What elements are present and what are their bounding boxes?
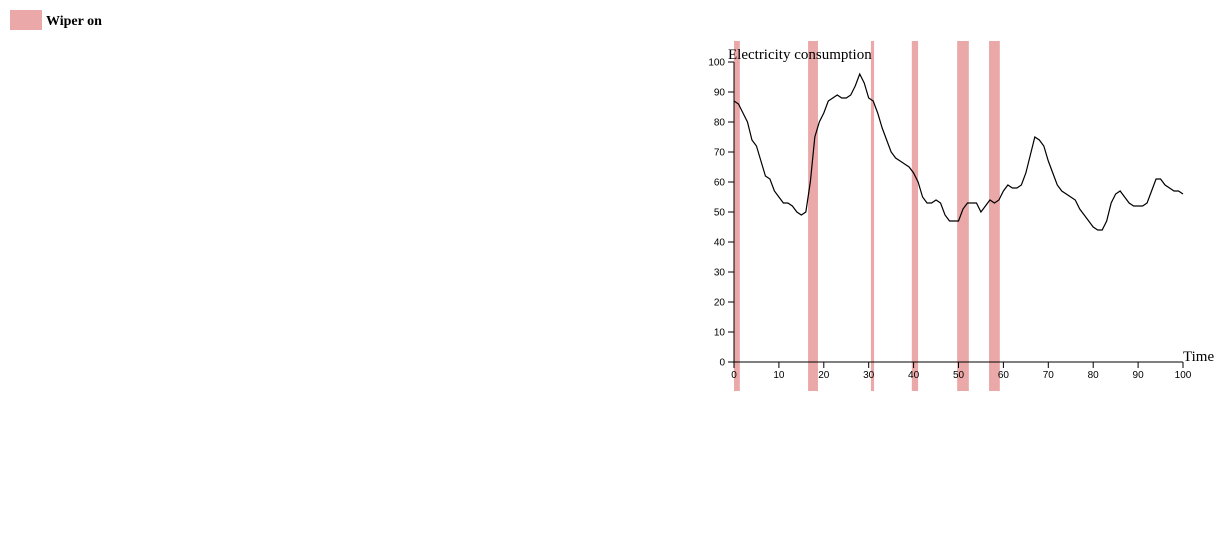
y-tick-label: 90	[714, 88, 726, 99]
y-tick-label: 70	[714, 148, 726, 159]
x-tick-label: 80	[1088, 370, 1100, 381]
wiper-band	[989, 41, 1000, 391]
x-tick-label: 10	[773, 370, 785, 381]
y-tick-label: 10	[714, 328, 726, 339]
y-tick-label: 0	[719, 358, 725, 369]
x-tick-label: 70	[1043, 370, 1055, 381]
x-tick-label: 50	[953, 370, 965, 381]
x-tick-label: 90	[1133, 370, 1145, 381]
y-tick-label: 60	[714, 178, 726, 189]
x-tick-label: 60	[998, 370, 1010, 381]
x-tick-label: 100	[1175, 370, 1192, 381]
wiper-band	[808, 41, 818, 391]
data-line	[733, 72, 1184, 231]
y-tick-label: 80	[714, 118, 726, 129]
x-axis-label: Time	[1183, 349, 1214, 365]
x-tick-label: 30	[863, 370, 875, 381]
y-tick-label: 100	[708, 58, 725, 69]
legend-label: Wiper on	[46, 14, 102, 29]
wiper-band	[957, 41, 969, 391]
y-tick-label: 30	[714, 268, 726, 279]
x-tick-label: 0	[731, 370, 737, 381]
x-tick-label: 20	[818, 370, 830, 381]
y-tick-label: 20	[714, 298, 726, 309]
y-axis-label: Electricity consumption	[728, 47, 872, 63]
legend-swatch	[10, 10, 42, 30]
wiper-band	[911, 41, 919, 391]
wiper-band	[734, 41, 740, 391]
wiper-band	[870, 41, 875, 391]
y-tick-label: 40	[714, 238, 726, 249]
y-tick-label: 50	[714, 208, 726, 219]
x-tick-label: 40	[908, 370, 920, 381]
